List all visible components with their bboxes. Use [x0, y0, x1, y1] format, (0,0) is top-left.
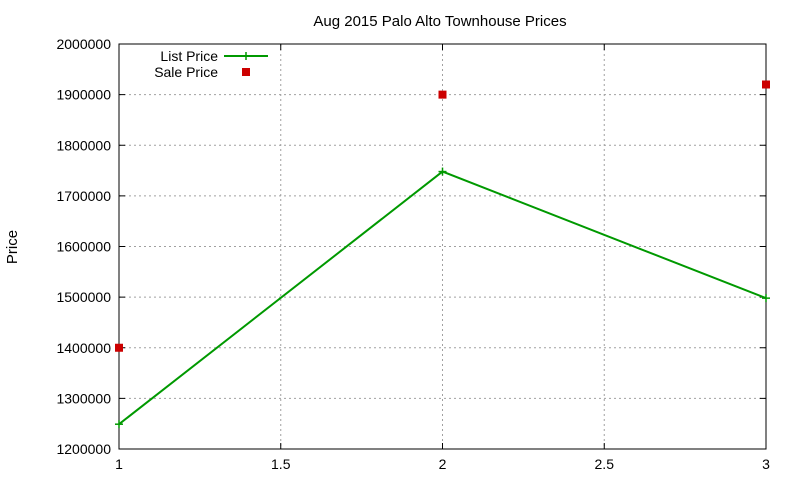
- series-layer: [115, 80, 770, 429]
- series-sale-price: [115, 80, 770, 352]
- axis-ticks: 1200000 1300000 1400000 1500000 1600000 17000…: [56, 36, 770, 472]
- list-price-point: [115, 420, 123, 429]
- list-price-point: [762, 294, 770, 303]
- grid: [119, 44, 766, 449]
- sale-price-point: [762, 80, 770, 89]
- x-tick-label: 1: [115, 456, 123, 472]
- sale-price-point: [242, 68, 250, 76]
- y-tick-label: 1200000: [56, 441, 111, 457]
- x-tick-label: 2: [439, 456, 447, 472]
- legend-entry: List Price: [160, 48, 268, 64]
- y-tick-label: 1900000: [56, 87, 111, 103]
- y-tick-label: 1800000: [56, 137, 111, 153]
- y-tick-label: 1400000: [56, 340, 111, 356]
- y-tick-label: 1600000: [56, 239, 111, 255]
- legend-entry: Sale Price: [154, 64, 250, 80]
- y-tick-label: 1500000: [56, 289, 111, 305]
- x-tick-label: 3: [762, 456, 770, 472]
- chart-title: Aug 2015 Palo Alto Townhouse Prices: [313, 13, 566, 30]
- y-tick-label: 2000000: [56, 36, 111, 52]
- series-list-price: [115, 167, 770, 429]
- y-tick-label: 1300000: [56, 390, 111, 406]
- y-tick-label: 1700000: [56, 188, 111, 204]
- list-price-point: [438, 167, 447, 176]
- y-axis-title: Price: [4, 230, 21, 264]
- x-tick-label: 2.5: [595, 456, 615, 472]
- legend-label: List Price: [160, 48, 218, 64]
- sale-price-point: [438, 90, 447, 99]
- list-price-point: [242, 52, 250, 60]
- x-tick-label: 1.5: [271, 456, 291, 472]
- legend-label: Sale Price: [154, 64, 218, 80]
- sale-price-point: [115, 343, 123, 352]
